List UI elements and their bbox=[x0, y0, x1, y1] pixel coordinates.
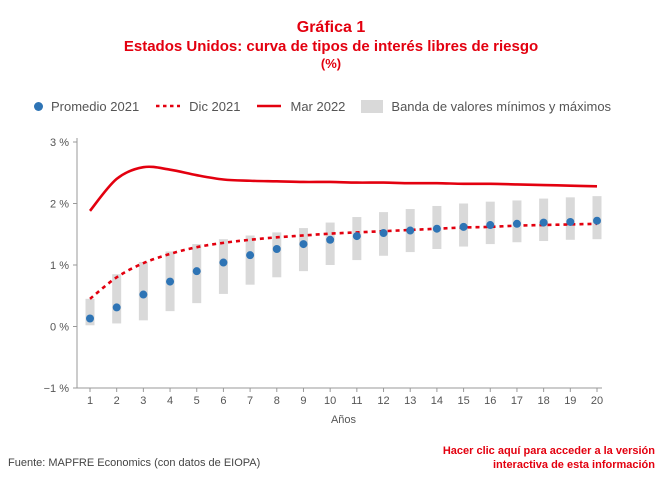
x-tick-label: 15 bbox=[457, 395, 469, 407]
data-point-promedio-2021 bbox=[406, 226, 415, 235]
data-point-promedio-2021 bbox=[539, 218, 548, 227]
points-group bbox=[86, 216, 601, 323]
band-bar bbox=[112, 274, 122, 324]
legend-label-promedio: Promedio 2021 bbox=[51, 98, 140, 114]
axes-group: −1 %0 %1 %2 %3 %1 2 3 4 5 6 7 8 9 10 11 12 13 14 15 16 1… bbox=[44, 137, 604, 407]
band-bar bbox=[85, 298, 95, 326]
data-point-promedio-2021 bbox=[379, 229, 388, 238]
chart-title-number: Gráfica 1 bbox=[296, 19, 366, 36]
data-point-promedio-2021 bbox=[86, 314, 94, 323]
x-tick-label: 17 bbox=[511, 395, 523, 407]
x-tick-label: 3 bbox=[140, 395, 146, 407]
data-point-promedio-2021 bbox=[299, 240, 308, 249]
interactive-link-line2: interactiva de esta información bbox=[493, 459, 655, 471]
x-tick-label: 14 bbox=[431, 395, 443, 407]
legend-item-mar: Mar 2022 bbox=[256, 99, 345, 114]
data-point-promedio-2021 bbox=[326, 235, 335, 244]
series-line-dic-2021 bbox=[89, 222, 598, 300]
legend-item-promedio: Promedio 2021 bbox=[34, 99, 139, 114]
x-tick-label: 20 bbox=[591, 395, 603, 407]
chart-title: Estados Unidos: curva de tipos de interé… bbox=[123, 38, 539, 55]
x-tick-label: 10 bbox=[324, 395, 336, 407]
data-point-promedio-2021 bbox=[139, 290, 148, 299]
x-tick-label: 5 bbox=[194, 395, 200, 407]
legend-band-icon bbox=[361, 99, 384, 113]
yield-curve-chart: −1 %0 %1 %2 %3 %1 2 3 4 5 6 7 8 9 10 11 12 13 14 15 16 1… bbox=[44, 137, 604, 426]
y-tick-label: 2 % bbox=[50, 199, 69, 211]
band-bar bbox=[298, 228, 308, 272]
band-bar bbox=[272, 232, 282, 278]
chart-unit: (%) bbox=[320, 56, 342, 71]
data-point-promedio-2021 bbox=[432, 224, 441, 233]
y-tick-label: 0 % bbox=[50, 322, 69, 334]
data-point-promedio-2021 bbox=[219, 258, 228, 267]
x-axis-label: Años bbox=[331, 414, 357, 426]
x-tick-label: 1 bbox=[87, 395, 93, 407]
data-point-promedio-2021 bbox=[459, 222, 468, 231]
x-tick-label: 9 bbox=[300, 395, 306, 407]
y-tick-label: −1 % bbox=[44, 383, 70, 395]
x-tick-label: 6 bbox=[220, 395, 226, 407]
chart-title-block: Gráfica 1 Estados Unidos: curva de tipos… bbox=[0, 18, 662, 72]
data-point-promedio-2021 bbox=[512, 219, 521, 228]
source-note: Fuente: MAPFRE Economics (con datos de E… bbox=[8, 457, 261, 469]
x-tick-label: 16 bbox=[484, 395, 496, 407]
band-group bbox=[85, 196, 602, 326]
legend-label-banda: Banda de valores mínimos y máximos bbox=[391, 98, 612, 114]
legend-dashed-line-icon bbox=[156, 104, 181, 108]
legend-label-mar: Mar 2022 bbox=[290, 98, 346, 114]
x-tick-label: 11 bbox=[351, 395, 362, 407]
x-tick-label: 19 bbox=[564, 395, 576, 407]
legend-label-dic: Dic 2021 bbox=[189, 98, 241, 114]
data-point-promedio-2021 bbox=[486, 221, 495, 230]
x-tick-label: 2 bbox=[114, 395, 120, 407]
x-tick-label: 13 bbox=[404, 395, 416, 407]
interactive-version-link[interactable]: Hacer clic aquí para acceder a la versió… bbox=[443, 444, 655, 472]
data-point-promedio-2021 bbox=[566, 217, 575, 226]
band-bar bbox=[245, 235, 255, 285]
y-tick-label: 3 % bbox=[50, 137, 69, 149]
series-line-mar-2022 bbox=[88, 165, 598, 212]
x-tick-label: 7 bbox=[247, 395, 253, 407]
data-point-promedio-2021 bbox=[166, 277, 175, 286]
y-tick-label: 1 % bbox=[50, 260, 69, 272]
interactive-link-line1: Hacer clic aquí para acceder a la versió… bbox=[442, 445, 655, 457]
lines-group bbox=[88, 165, 598, 300]
data-point-promedio-2021 bbox=[192, 267, 201, 276]
data-point-promedio-2021 bbox=[112, 303, 121, 312]
legend-item-banda: Banda de valores mínimos y máximos bbox=[361, 99, 611, 114]
legend-item-dic: Dic 2021 bbox=[155, 99, 240, 114]
legend-dot-icon bbox=[34, 101, 43, 111]
x-tick-label: 8 bbox=[274, 395, 280, 407]
data-point-promedio-2021 bbox=[246, 251, 255, 260]
x-tick-label: 4 bbox=[167, 395, 173, 407]
chart-legend: Promedio 2021 Dic 2021 Mar 2022 Banda de… bbox=[34, 97, 627, 115]
legend-solid-line-icon bbox=[257, 104, 282, 108]
data-point-promedio-2021 bbox=[593, 216, 601, 225]
data-point-promedio-2021 bbox=[272, 245, 281, 254]
x-tick-label: 18 bbox=[538, 395, 550, 407]
data-point-promedio-2021 bbox=[352, 232, 361, 241]
x-tick-label: 12 bbox=[377, 395, 389, 407]
